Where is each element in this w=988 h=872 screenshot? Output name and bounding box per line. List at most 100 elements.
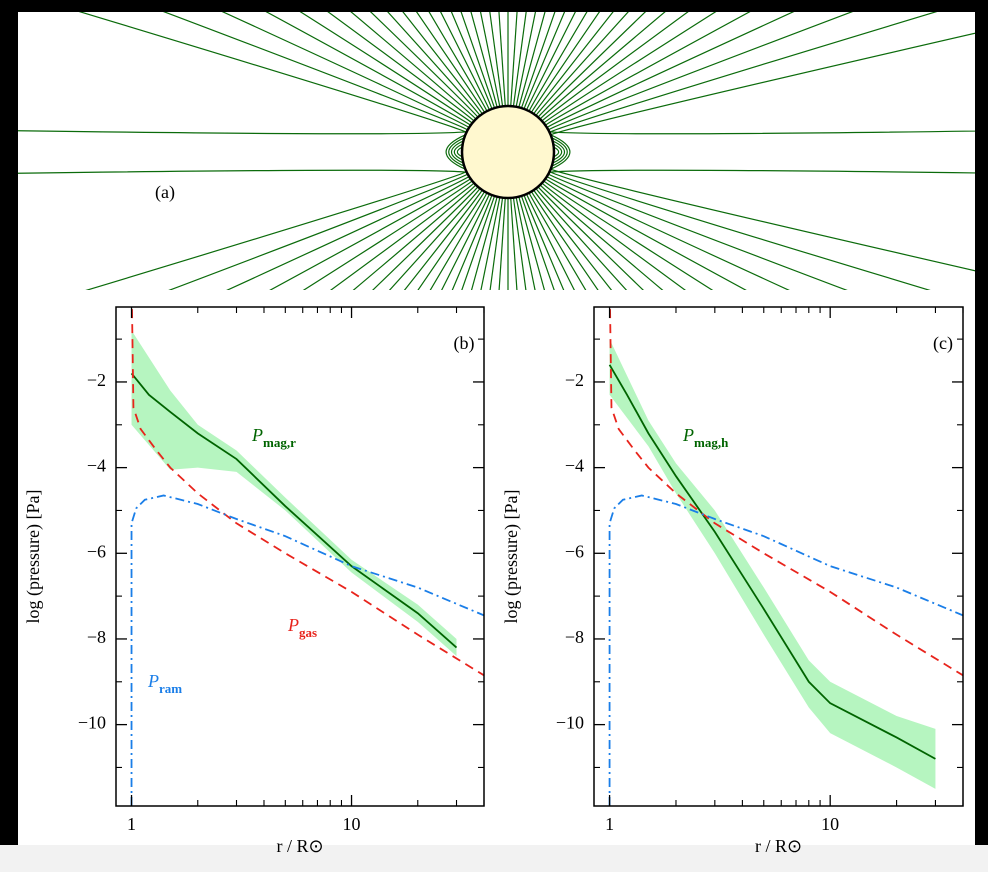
field-line <box>428 12 488 112</box>
series-subscript: mag,r <box>263 435 296 450</box>
bottom-strip <box>0 845 988 872</box>
plot-area <box>608 309 963 806</box>
series-line <box>131 309 484 677</box>
x-axis-label: r / R⊙ <box>755 836 802 856</box>
field-line <box>528 12 588 112</box>
field-line <box>537 12 647 118</box>
y-tick-label: −2 <box>565 370 584 390</box>
field-line <box>550 168 975 272</box>
field-line <box>510 197 518 290</box>
field-line <box>543 12 717 124</box>
field-line <box>330 182 475 290</box>
closed-loop <box>553 143 563 161</box>
field-line <box>18 169 467 174</box>
field-line <box>441 193 490 290</box>
closed-loop <box>552 140 566 164</box>
field-line <box>440 12 490 111</box>
field-line <box>526 12 576 111</box>
closed-loop <box>551 137 568 167</box>
field-line <box>515 197 536 290</box>
field-line <box>533 12 614 115</box>
field-line <box>549 12 938 133</box>
y-tick-label: −8 <box>565 627 584 647</box>
field-line <box>403 189 483 290</box>
field-line <box>269 178 471 290</box>
series-label: Pgas <box>287 615 317 640</box>
y-axis-label: log (pressure) [Pa] <box>501 490 522 624</box>
field-line <box>388 188 481 290</box>
series-line <box>608 364 936 760</box>
y-tick-label: −10 <box>78 713 106 733</box>
panel-label: (b) <box>454 333 475 354</box>
field-line <box>520 12 555 109</box>
series-subscript: ram <box>159 681 182 696</box>
field-line <box>450 12 493 110</box>
field-line <box>549 171 931 290</box>
series-line <box>130 372 458 649</box>
field-line <box>523 12 566 110</box>
field-line <box>265 12 471 126</box>
field-line <box>18 130 467 135</box>
y-tick-label: −2 <box>87 370 106 390</box>
field-line <box>539 184 664 290</box>
field-line <box>451 194 493 290</box>
field-line <box>415 12 486 113</box>
series-label: Pram <box>147 671 182 696</box>
plot-frame <box>115 306 485 807</box>
field-line <box>429 192 488 290</box>
field-line <box>369 12 479 118</box>
field-line <box>461 195 496 290</box>
field-line <box>549 130 975 135</box>
closed-loop <box>453 143 463 161</box>
series-name: P <box>147 671 159 691</box>
x-tick-label: 1 <box>605 814 614 834</box>
field-line <box>352 184 477 290</box>
field-line <box>548 12 854 131</box>
series-subscript: gas <box>299 625 317 640</box>
y-tick-label: −4 <box>87 456 106 476</box>
field-line <box>550 32 975 136</box>
field-line <box>480 197 501 290</box>
field-line <box>546 176 790 290</box>
x-tick-label: 10 <box>343 814 361 834</box>
field-line <box>489 12 504 107</box>
field-line <box>541 182 686 290</box>
plot-frame <box>593 306 964 807</box>
field-line <box>417 191 486 290</box>
field-line <box>533 189 613 290</box>
field-line <box>539 12 666 120</box>
field-line <box>226 176 470 290</box>
field-line <box>535 188 628 290</box>
closed-loop <box>550 134 571 170</box>
y-axis-label: log (pressure) [Pa] <box>23 490 44 624</box>
field-line <box>350 12 477 120</box>
series-line <box>608 494 963 806</box>
field-line <box>549 169 975 174</box>
y-tick-label: −10 <box>556 713 584 733</box>
series-name: P <box>287 615 299 635</box>
series-subscript: mag,h <box>694 435 729 450</box>
field-line <box>520 195 555 290</box>
field-line <box>162 12 468 131</box>
panel-label: (c) <box>933 333 953 354</box>
field-line <box>515 12 536 107</box>
field-line <box>480 12 501 107</box>
field-line <box>548 173 848 290</box>
field-line <box>402 12 483 115</box>
series-name: P <box>682 425 694 445</box>
field-line <box>510 12 518 107</box>
series-label: Pmag,r <box>251 425 296 450</box>
field-line <box>498 12 506 107</box>
field-lines <box>18 12 975 290</box>
field-line <box>78 12 467 133</box>
field-line <box>461 12 496 109</box>
field-line <box>518 196 545 290</box>
field-line <box>530 12 601 113</box>
field-line <box>528 192 587 290</box>
field-line <box>518 12 546 108</box>
field-line <box>299 12 473 124</box>
field-line <box>512 12 527 107</box>
field-line <box>327 12 475 122</box>
field-line <box>545 12 751 126</box>
